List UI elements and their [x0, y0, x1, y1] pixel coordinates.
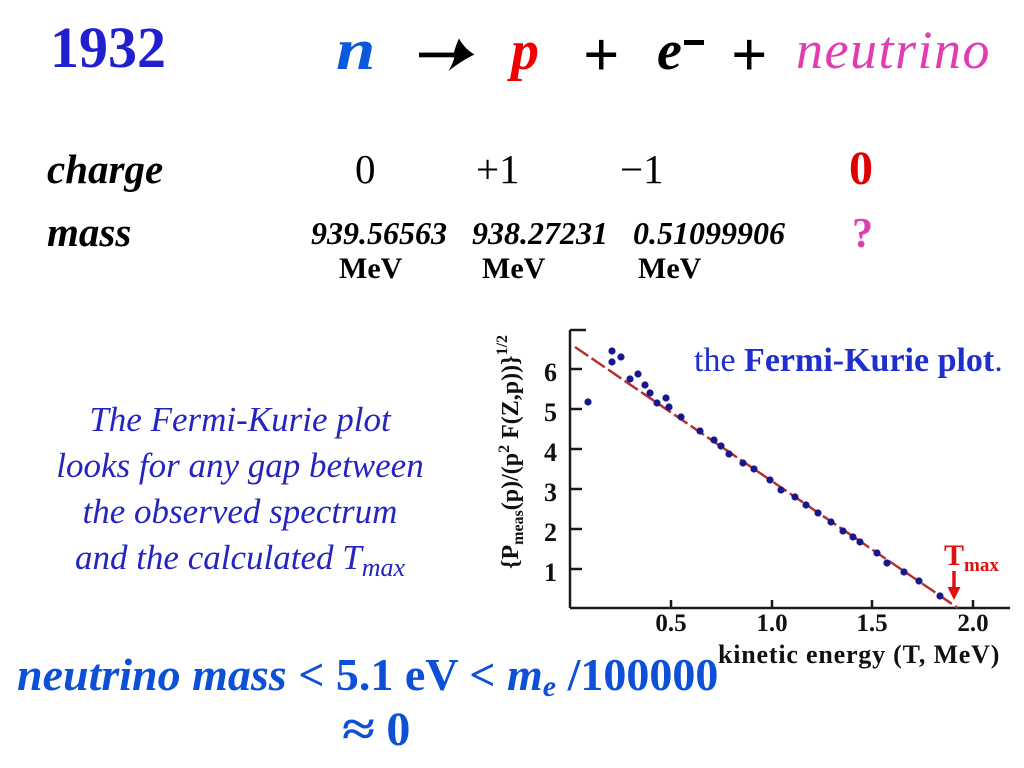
- svg-text:6: 6: [544, 358, 557, 387]
- svg-text:Tmax: Tmax: [944, 539, 999, 576]
- svg-text:kinetic energy (T, MeV): kinetic energy (T, MeV): [718, 640, 1000, 669]
- svg-text:4: 4: [544, 438, 557, 467]
- svg-text:2.0: 2.0: [957, 610, 988, 637]
- svg-text:3: 3: [544, 478, 557, 507]
- svg-text:5: 5: [544, 398, 557, 427]
- svg-text:{Pmeas(p)/(p2 F(Z,p))}1/2: {Pmeas(p)/(p2 F(Z,p))}1/2: [494, 335, 527, 569]
- svg-text:1.0: 1.0: [756, 610, 787, 637]
- svg-text:2: 2: [544, 518, 557, 547]
- svg-text:1.5: 1.5: [856, 610, 887, 637]
- svg-text:0.5: 0.5: [655, 610, 686, 637]
- svg-text:1: 1: [544, 558, 557, 587]
